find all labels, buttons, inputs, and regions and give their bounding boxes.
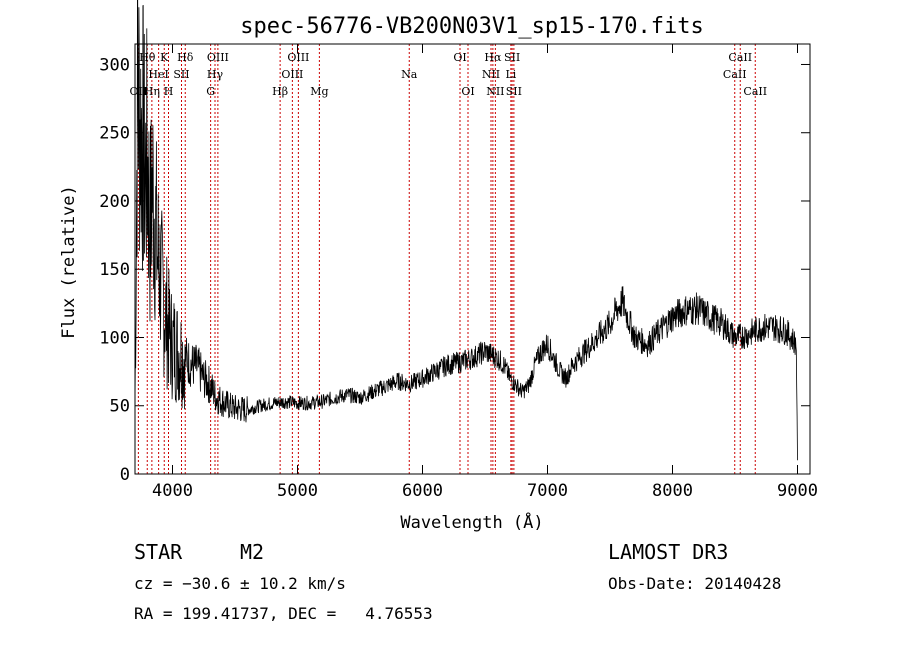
line-marker-label: OI bbox=[453, 51, 466, 64]
y-axis-label: Flux (relative) bbox=[59, 185, 79, 339]
line-marker-label: Hθ bbox=[139, 51, 156, 64]
line-marker-label: Mg bbox=[310, 85, 328, 98]
line-marker-label: Hγ bbox=[207, 68, 224, 81]
object-class: STAR bbox=[134, 540, 183, 564]
y-tick-label: 250 bbox=[99, 124, 130, 144]
y-tick-label: 100 bbox=[99, 328, 130, 348]
line-marker-label: SII bbox=[506, 85, 522, 98]
line-marker-label: NII bbox=[482, 68, 500, 81]
line-marker-label: CaII bbox=[723, 68, 747, 81]
y-tick-label: 200 bbox=[99, 192, 130, 212]
x-axis-label: Wavelength (Å) bbox=[400, 511, 543, 533]
x-tick-label: 5000 bbox=[277, 481, 318, 501]
observation-date: Obs-Date: 20140428 bbox=[608, 574, 782, 593]
line-marker-label: CaII bbox=[743, 85, 767, 98]
line-marker-label: OIII bbox=[207, 51, 229, 64]
line-marker-label: Hβ bbox=[272, 85, 288, 98]
redshift-velocity: cz = −30.6 ± 10.2 km/s bbox=[134, 574, 346, 593]
x-tick-label: 6000 bbox=[402, 481, 443, 501]
line-marker-label: OI bbox=[461, 85, 474, 98]
y-tick-label: 300 bbox=[99, 55, 130, 75]
line-marker-label: NII bbox=[486, 85, 504, 98]
x-tick-label: 7000 bbox=[527, 481, 568, 501]
x-tick-label: 9000 bbox=[777, 481, 818, 501]
line-marker-label: OIII bbox=[281, 68, 303, 81]
spectrum-line bbox=[134, 0, 798, 461]
line-marker-label: G bbox=[206, 85, 215, 98]
survey-name: LAMOST DR3 bbox=[608, 540, 729, 564]
plot-frame bbox=[134, 43, 811, 475]
line-marker-label: SII bbox=[504, 51, 520, 64]
chart-title: spec-56776-VB200N03V1_sp15-170.fits bbox=[240, 14, 704, 39]
line-marker-label: HeI bbox=[148, 68, 168, 81]
line-marker-label: CaII bbox=[728, 51, 752, 64]
line-marker-label: Hη bbox=[144, 85, 160, 98]
line-marker-label: H bbox=[164, 85, 174, 98]
y-tick-label: 150 bbox=[99, 260, 130, 280]
line-marker-label: SII bbox=[173, 68, 189, 81]
x-tick-label: 8000 bbox=[652, 481, 693, 501]
line-marker-label: K bbox=[160, 51, 169, 64]
line-marker-label: Li bbox=[505, 68, 516, 81]
x-tick-label: 4000 bbox=[152, 481, 193, 501]
line-marker-label: Hδ bbox=[177, 51, 194, 64]
object-subclass: M2 bbox=[240, 540, 265, 564]
line-marker-label: OIII bbox=[287, 51, 309, 64]
y-tick-label: 0 bbox=[120, 465, 130, 485]
spectrum-chart: 4000 5000 6000 7000 8000 9000 0 50 100 150 200 250 3… bbox=[59, 0, 818, 533]
coordinates: RA = 199.41737, DEC = 4.76553 bbox=[134, 604, 433, 623]
line-marker-label: Na bbox=[401, 68, 418, 81]
line-marker-label: Hα bbox=[484, 51, 502, 64]
y-tick-label: 50 bbox=[110, 397, 130, 417]
